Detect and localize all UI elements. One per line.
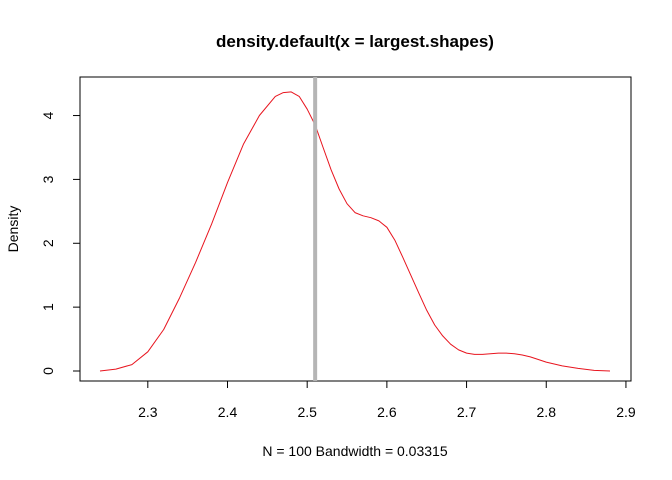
density-curve bbox=[99, 91, 611, 372]
y-axis: 0 1 2 3 4 bbox=[40, 111, 81, 375]
series-layer bbox=[99, 77, 611, 381]
x-tick-label: 2.3 bbox=[138, 404, 158, 420]
x-tick-label: 2.8 bbox=[537, 404, 557, 420]
x-tick-label: 2.9 bbox=[616, 404, 636, 420]
y-tick-label: 3 bbox=[40, 175, 56, 183]
chart-title: density.default(x = largest.shapes) bbox=[216, 32, 494, 51]
x-tick-label: 2.6 bbox=[377, 404, 397, 420]
x-tick-label: 2.4 bbox=[218, 404, 238, 420]
x-axis: 2.3 2.4 2.5 2.6 2.7 2.8 2.9 bbox=[138, 380, 636, 420]
y-tick-label: 2 bbox=[40, 239, 56, 247]
plot-frame bbox=[79, 76, 632, 382]
x-tick-label: 2.7 bbox=[457, 404, 477, 420]
y-tick-label: 4 bbox=[40, 111, 56, 119]
x-tick-label: 2.5 bbox=[297, 404, 317, 420]
x-axis-label: N = 100 Bandwidth = 0.03315 bbox=[262, 443, 447, 459]
y-tick-label: 1 bbox=[40, 303, 56, 311]
y-axis-label: Density bbox=[5, 206, 21, 253]
y-tick-label: 0 bbox=[40, 367, 56, 375]
